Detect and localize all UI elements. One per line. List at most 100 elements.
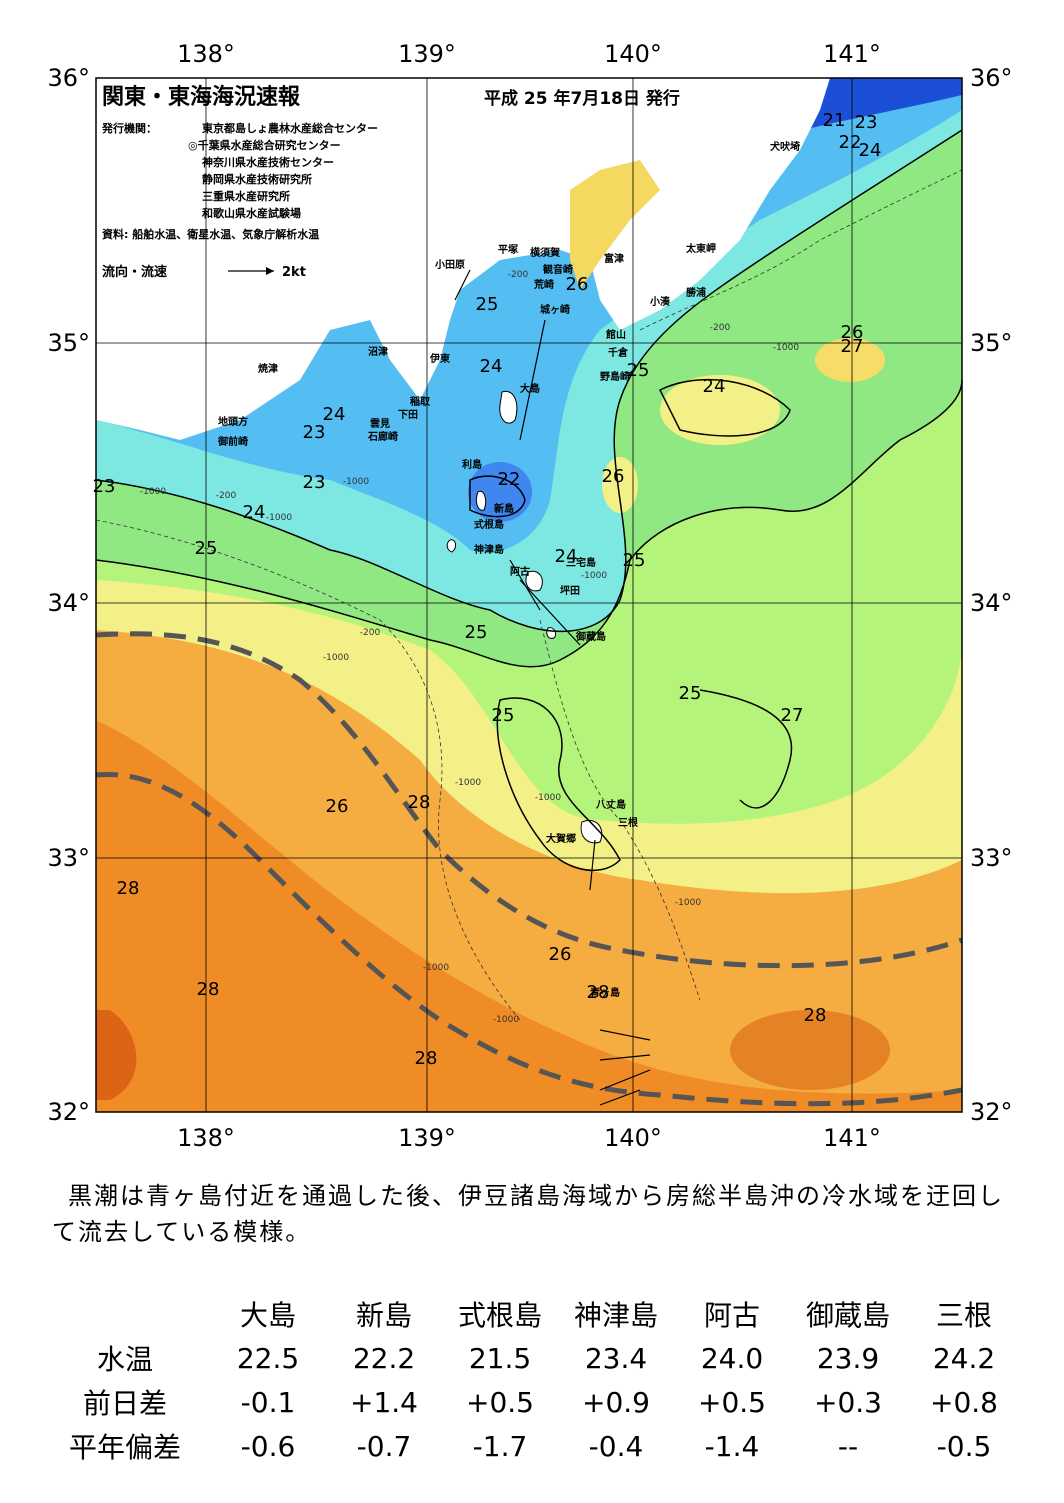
issue-date: 平成 25 年7月18日 発行 — [484, 88, 680, 109]
sea-zone-29-west — [96, 1010, 137, 1100]
lon-tick: 139° — [398, 1124, 456, 1152]
kuroshio-axis — [95, 631, 963, 1107]
table-row: 水温 22.5 22.2 21.5 23.4 24.0 23.9 24.2 — [40, 1336, 1022, 1380]
column-header: 神津島 — [573, 1299, 658, 1332]
table-cell: +0.5 — [466, 1385, 534, 1419]
isotherm-label: 23 — [303, 422, 326, 443]
warm-spot-27 — [815, 338, 885, 382]
data-sources: 資料: 船舶水温、衛星水温、気象庁解析水温 — [102, 227, 319, 241]
place-label: 富津 — [604, 252, 624, 265]
longitude-ticks-bottom: 138° 139° 140° 141° — [177, 1124, 881, 1152]
isotherm-label: 25 — [476, 294, 499, 315]
isotherm-label: 25 — [627, 360, 650, 381]
place-label: 御蔵島 — [575, 630, 606, 643]
place-label: 地頭方 — [218, 415, 248, 428]
isotherm-label: 24 — [480, 356, 503, 377]
isotherm-lines — [95, 129, 963, 872]
island-miyakejima — [525, 570, 543, 592]
arrow-head-icon — [266, 267, 274, 275]
isotherm-label: 24 — [555, 546, 578, 567]
place-label: 雲見 — [370, 418, 390, 430]
isotherm-label: 28 — [197, 979, 220, 1000]
table-row: 前日差 -0.1 +1.4 +0.5 +0.9 +0.5 +0.3 +0.8 — [40, 1380, 1022, 1424]
isotherm-label: 21 — [823, 110, 846, 131]
warm-spot-26b — [602, 457, 638, 513]
depth-label: -1000 — [773, 343, 799, 353]
depth-label: -1000 — [675, 898, 701, 908]
issuers-label: 発行機関： — [101, 121, 157, 135]
table-cell: 24.2 — [932, 1341, 996, 1375]
isotherm-label: 26 — [841, 322, 864, 343]
lat-tick: 34° — [47, 589, 90, 617]
column-header: 阿古 — [703, 1299, 760, 1332]
place-label: 三根 — [618, 816, 638, 829]
depth-label: -200 — [360, 628, 381, 638]
depth-label: -1000 — [423, 963, 449, 973]
island-temperature-table: 大島 新島 式根島 神津島 阿古 御蔵島 三根 水温 22.5 22.2 21.… — [40, 1292, 1022, 1468]
lon-tick: 141° — [823, 1124, 881, 1152]
isotherm-label: 26 — [549, 944, 572, 965]
isotherm-label: 23 — [855, 112, 878, 133]
place-label: 勝浦 — [686, 286, 706, 299]
column-header: 大島 — [239, 1299, 296, 1332]
place-label: 阿古 — [510, 565, 530, 578]
flow-legend-label: 流向・流速 — [102, 264, 167, 280]
depth-label: -1000 — [493, 1015, 519, 1025]
place-label: 石廊崎 — [367, 430, 398, 443]
tokyo-bay — [570, 160, 660, 290]
lon-tick: 138° — [177, 1124, 235, 1152]
island-hachijojima — [580, 820, 603, 844]
table-cell: -0.5 — [936, 1429, 992, 1463]
isotherm-label: 25 — [623, 550, 646, 571]
table-cell: -1.4 — [704, 1429, 760, 1463]
flow-legend-scale: 2kt — [282, 265, 306, 280]
table-cell: +0.8 — [930, 1385, 998, 1419]
isotherm-label: 23 — [93, 476, 116, 497]
place-label: 新島 — [494, 502, 514, 515]
lon-tick: 139° — [398, 40, 456, 68]
depth-label: -1000 — [581, 571, 607, 581]
lat-tick: 32° — [47, 1098, 90, 1126]
isotherm-label: 24 — [703, 376, 726, 397]
table-cell: +1.4 — [350, 1385, 418, 1419]
place-label: 館山 — [605, 328, 626, 341]
isotherm-label: 22 — [498, 469, 521, 490]
place-label: 大賀郷 — [546, 832, 576, 845]
place-label: 伊東 — [429, 352, 450, 365]
isotherm-label: 26 — [602, 466, 625, 487]
depth-label: -200 — [710, 323, 731, 333]
isotherm-label: 23 — [303, 472, 326, 493]
table-cell: -0.1 — [240, 1385, 296, 1419]
place-label: 横須賀 — [530, 246, 560, 259]
row-label: 水温 — [96, 1343, 153, 1376]
isotherm-label: 28 — [117, 878, 140, 899]
place-label: 千倉 — [608, 346, 629, 359]
island-oshima — [499, 390, 518, 424]
depth-contours — [95, 169, 963, 1021]
place-label: 御前崎 — [217, 435, 248, 448]
place-label: 式根島 — [474, 518, 504, 531]
table-cell: -- — [837, 1429, 859, 1463]
depth-label: -1000 — [266, 513, 292, 523]
lon-tick: 140° — [604, 40, 662, 68]
lat-tick: 36° — [970, 64, 1013, 92]
row-label: 平年偏差 — [68, 1431, 181, 1464]
table-cell: -0.7 — [356, 1429, 412, 1463]
place-label: 小田原 — [434, 258, 465, 271]
issuer: 和歌山県水産試験場 — [202, 206, 301, 220]
isotherm-label: 28 — [804, 1005, 827, 1026]
graticule — [96, 78, 962, 1112]
depth-labels: -200 -1000 -200 -1000 -1000 -200 -1000 -… — [140, 270, 799, 1025]
lon-tick: 140° — [604, 1124, 662, 1152]
isotherm-label: 27 — [781, 705, 804, 726]
summary-text: 黒潮は青ヶ島付近を通過した後、伊豆諸島海域から房総半島沖の冷水域を迂回して流去し… — [52, 1182, 1004, 1246]
depth-label: -1000 — [535, 793, 561, 803]
island-niijima — [475, 490, 487, 511]
issuer: 静岡県水産技術研究所 — [202, 172, 312, 186]
map-frame — [95, 77, 963, 1113]
map-title: 関東・東海海況速報 — [102, 84, 301, 110]
lat-tick: 35° — [970, 329, 1013, 357]
place-label: 野島崎 — [600, 370, 630, 383]
isotherm-label: 25 — [679, 683, 702, 704]
latitude-ticks-left: 36° 35° 34° 33° 32° — [47, 64, 90, 1126]
